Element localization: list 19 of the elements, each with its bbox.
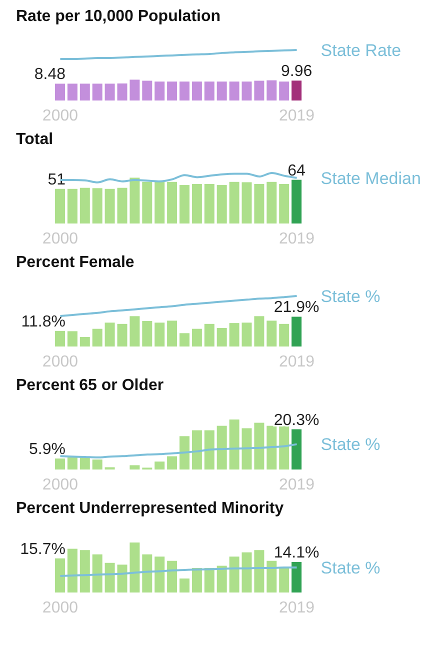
- data-label: 15.7%: [20, 540, 66, 558]
- data-label: 8.48: [34, 66, 66, 84]
- chart-title: Percent 65 or Older: [16, 377, 165, 396]
- data-label: 14.1%: [274, 544, 320, 562]
- series-label: State %: [320, 287, 380, 306]
- chart-title: Percent Female: [16, 254, 136, 273]
- data-label: 21.9%: [274, 299, 320, 316]
- chart-title: Rate per 10,000 Population: [16, 8, 222, 27]
- chart-title: Percent Underrepresented Minority: [16, 500, 285, 519]
- chart-title: Total: [16, 131, 54, 150]
- data-label: 9.96: [280, 63, 312, 80]
- series-label: State Median: [320, 168, 421, 188]
- series-label: State Rate: [320, 41, 402, 60]
- data-label: 5.9%: [29, 441, 66, 458]
- series-label: State %: [320, 435, 380, 454]
- data-label: 11.8%: [21, 313, 66, 330]
- data-label: 64: [288, 162, 306, 180]
- series-label: State %: [320, 558, 380, 578]
- data-label: 20.3%: [274, 412, 320, 429]
